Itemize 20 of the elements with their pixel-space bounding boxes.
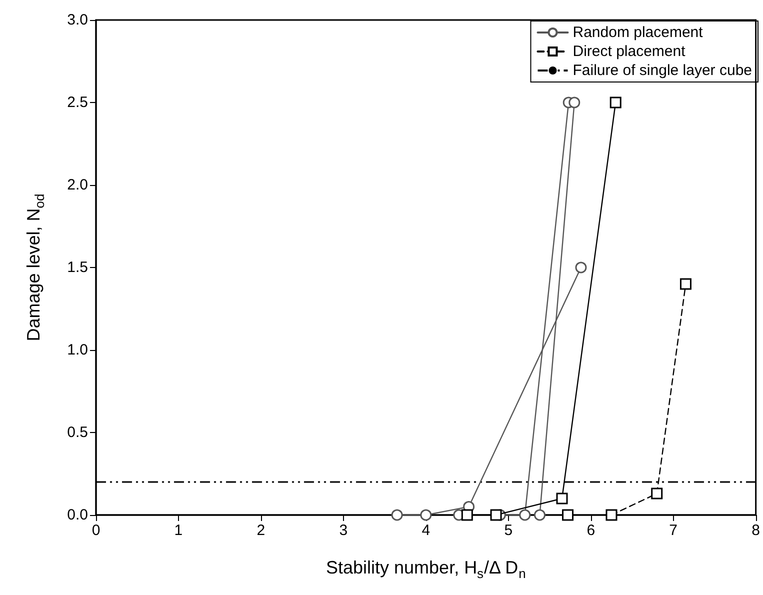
legend-label: Failure of single layer cube [572, 62, 752, 79]
y-axis-title: Damage level, Nod [24, 194, 47, 342]
y-tick-label: 2.0 [67, 176, 88, 194]
x-tick-label: 7 [669, 522, 678, 539]
x-tick-label: 4 [422, 522, 430, 539]
x-tick-label: 1 [174, 522, 183, 539]
y-tick-label: 1.5 [67, 259, 88, 276]
x-tick-label: 6 [586, 522, 596, 539]
x-tick-label: 8 [752, 522, 760, 539]
y-tick-label: 1.0 [67, 342, 88, 358]
y-tick-label: 0.5 [67, 424, 88, 441]
legend-label: Random placement [572, 24, 704, 41]
x-tick-label: 3 [339, 522, 348, 539]
x-tick-label: 2 [256, 522, 266, 539]
y-tick-label: 3.0 [67, 12, 88, 28]
y-tick-label: 0.0 [67, 506, 88, 524]
legend-label: Direct placement [572, 43, 686, 60]
x-tick-label: 0 [92, 522, 100, 539]
y-tick-label: 2.5 [67, 94, 88, 111]
x-tick-label: 5 [504, 522, 513, 539]
